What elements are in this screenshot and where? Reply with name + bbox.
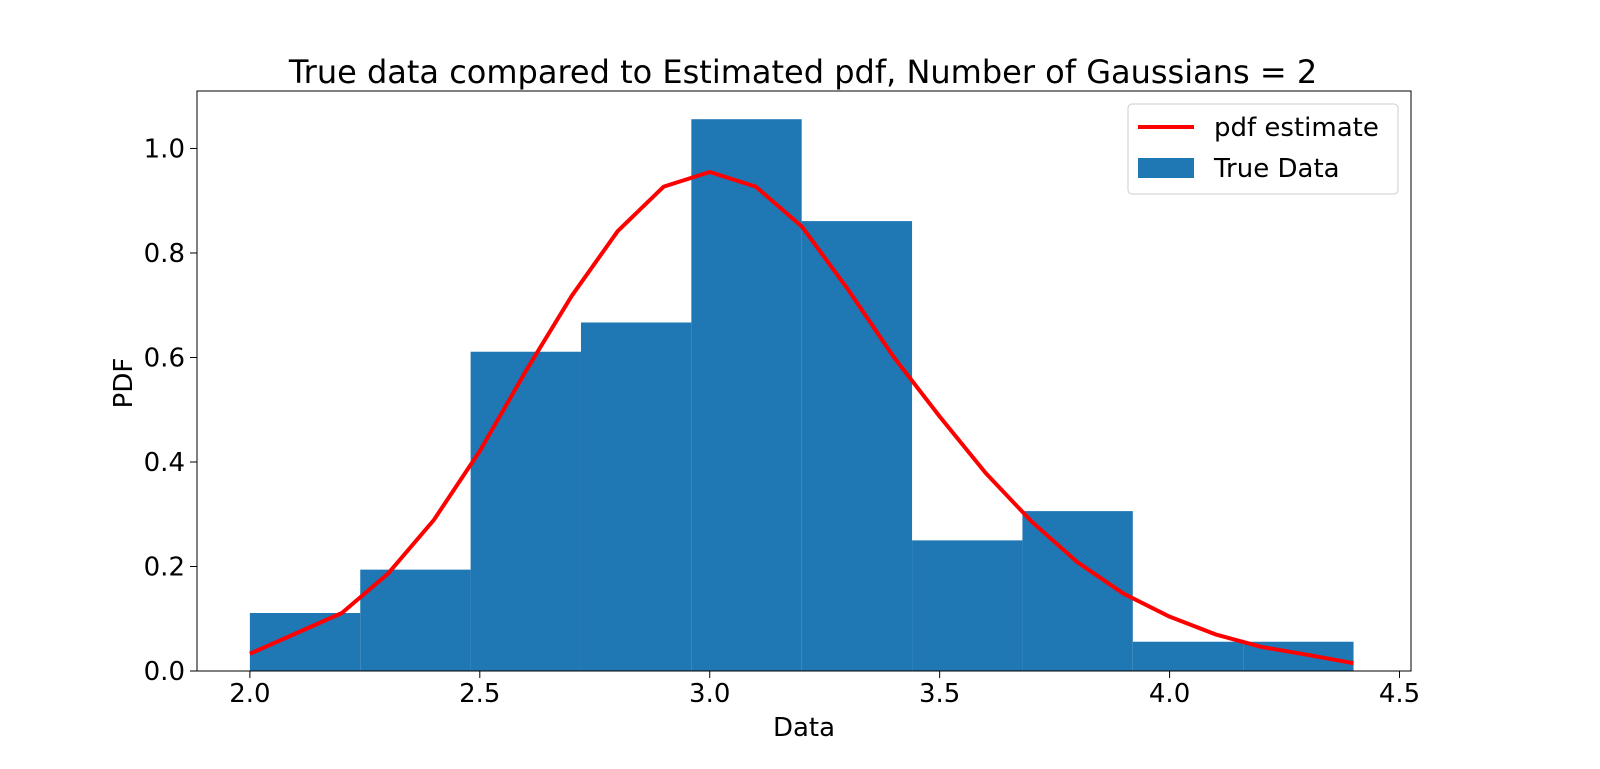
pdf-line-layer xyxy=(249,169,1354,666)
y-tick-label: 0.4 xyxy=(144,448,185,478)
y-tick-label: 0.0 xyxy=(144,657,185,687)
histogram-bar xyxy=(470,351,581,671)
histogram-bar xyxy=(249,613,361,671)
y-tick-label: 0.8 xyxy=(144,239,185,269)
y-axis: 0.0 0.2 0.4 0.6 0.8 1.0 xyxy=(144,134,197,687)
legend-true-data-label: True Data xyxy=(1213,154,1340,184)
x-tick-label: 4.5 xyxy=(1379,679,1420,709)
histogram-bar xyxy=(691,119,802,672)
pdf-estimate-line xyxy=(249,169,1354,666)
x-axis-label: Data xyxy=(773,713,835,743)
y-tick-label: 1.0 xyxy=(144,134,185,164)
histogram-bar xyxy=(360,569,471,671)
histogram-bar xyxy=(580,322,692,671)
y-tick-label: 0.2 xyxy=(144,552,185,582)
histogram-bar xyxy=(801,221,913,672)
histogram-bar xyxy=(912,540,1023,671)
y-tick-label: 0.6 xyxy=(144,343,185,373)
legend: pdf estimate True Data xyxy=(1127,103,1399,195)
legend-true-data-swatch xyxy=(1138,158,1194,178)
legend-box xyxy=(1127,103,1399,195)
legend-pdf-estimate-label: pdf estimate xyxy=(1214,113,1379,143)
x-tick-label: 3.5 xyxy=(919,679,960,709)
x-tick-label: 3.0 xyxy=(689,679,730,709)
chart-title: True data compared to Estimated pdf, Num… xyxy=(288,53,1317,91)
x-tick-label: 4.0 xyxy=(1149,679,1190,709)
histogram-bars xyxy=(249,119,1354,672)
x-axis: 2.0 2.5 3.0 3.5 4.0 4.5 xyxy=(229,671,1420,709)
y-axis-label: PDF xyxy=(109,358,139,409)
histogram-bar xyxy=(1022,511,1133,671)
x-tick-label: 2.0 xyxy=(229,679,270,709)
plot-area-frame xyxy=(196,90,1412,672)
histogram-bar xyxy=(1132,641,1244,671)
x-tick-label: 2.5 xyxy=(459,679,500,709)
